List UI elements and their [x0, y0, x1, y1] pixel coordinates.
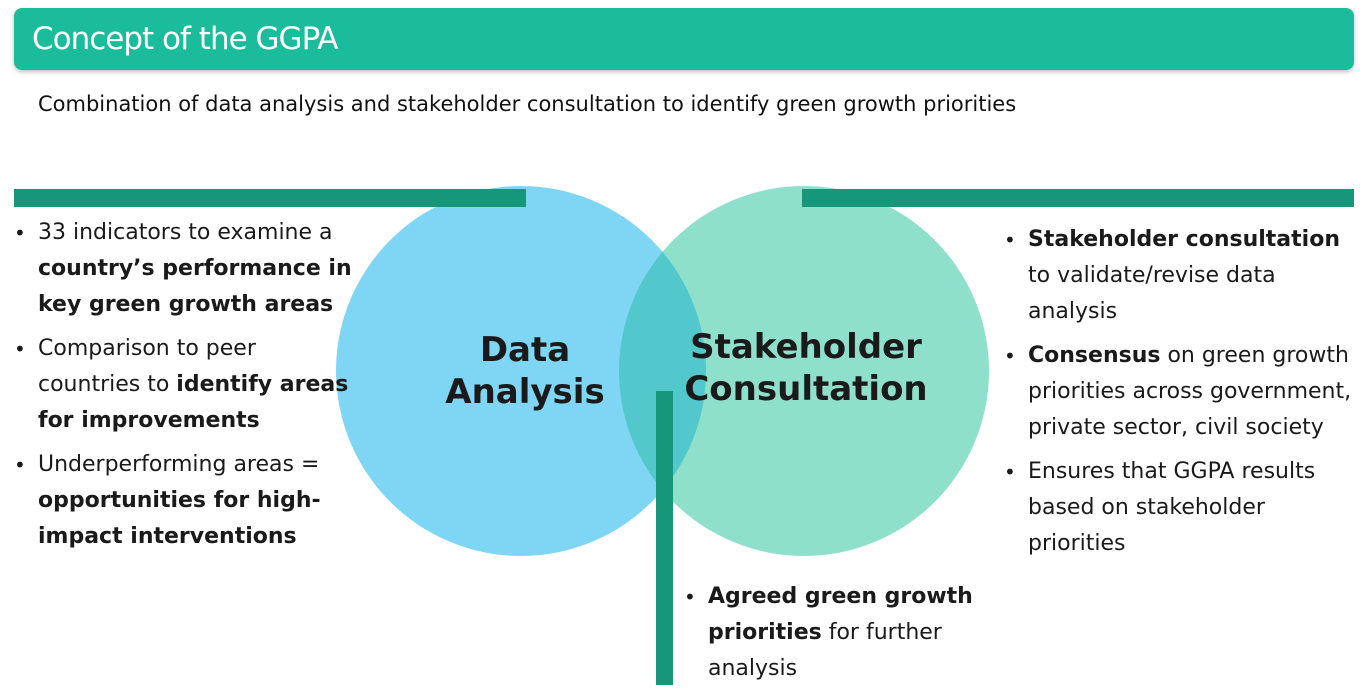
bullet-bold-text: opportunities for high-impact interventi… — [38, 488, 321, 549]
list-item: • Consensus on green growth priorities ac… — [1004, 338, 1354, 446]
bullet-icon: • — [1004, 228, 1016, 252]
list-item: • Agreed green growth priorities for furt… — [684, 579, 984, 687]
bullet-text: for further analysis — [708, 620, 942, 681]
title-bar: Concept of the GGPA — [14, 8, 1354, 70]
bullet-bold-text: Consensus — [1028, 343, 1161, 368]
data-analysis-label: Data Analysis — [430, 329, 620, 413]
bullet-text: to validate/revise data analysis — [1028, 263, 1276, 324]
bullet-bold-text: Stakeholder consultation — [1028, 227, 1340, 252]
stakeholder-consultation-label: Stakeholder Consultation — [676, 326, 936, 410]
bullet-icon: • — [1004, 460, 1016, 484]
list-item: • Stakeholder consultation to validate/re… — [1004, 222, 1354, 330]
bullet-icon: • — [14, 221, 26, 245]
bullet-bold-text: Agreed green growth priorities — [708, 584, 973, 645]
bullet-icon: • — [684, 585, 696, 609]
list-item: • Underperforming areas = opportunities f… — [14, 447, 354, 555]
page-title: Concept of the GGPA — [32, 21, 338, 57]
stakeholder-consultation-circle — [619, 186, 989, 556]
bullet-icon: • — [14, 453, 26, 477]
stakeholder-label-line1: Stakeholder — [690, 327, 922, 367]
subtitle: Combination of data analysis and stakeho… — [38, 92, 1017, 116]
bullet-bold-text: country’s performance in key green growt… — [38, 256, 352, 317]
bullet-text: Underperforming areas = — [38, 452, 320, 477]
list-item: • 33 indicators to examine a country’s pe… — [14, 215, 354, 323]
data-analysis-label-line2: Analysis — [445, 372, 605, 412]
left-accent-bar — [14, 189, 526, 207]
bullet-icon: • — [1004, 344, 1016, 368]
bullet-text: 33 indicators to examine a — [38, 220, 333, 245]
data-analysis-circle — [336, 186, 706, 556]
list-item: • Ensures that GGPA results based on stak… — [1004, 454, 1354, 562]
list-item: • Comparison to peer countries to identif… — [14, 331, 354, 439]
bullet-text: Comparison to peer countries to — [38, 336, 256, 397]
center-accent-bar — [656, 391, 673, 685]
right-accent-bar — [802, 189, 1354, 207]
bullet-bold-text: identify areas for improvements — [38, 372, 349, 433]
stakeholder-consultation-bullets: • Stakeholder consultation to validate/re… — [1004, 222, 1354, 570]
stakeholder-label-line2: Consultation — [684, 369, 928, 409]
bullet-icon: • — [14, 337, 26, 361]
bullet-text: on green growth priorities across govern… — [1028, 343, 1352, 440]
data-analysis-label-line1: Data — [479, 330, 571, 370]
data-analysis-bullets: • 33 indicators to examine a country’s pe… — [14, 215, 354, 563]
outcome-bullets: • Agreed green growth priorities for furt… — [684, 579, 984, 687]
bullet-text: Ensures that GGPA results based on stake… — [1028, 459, 1316, 556]
